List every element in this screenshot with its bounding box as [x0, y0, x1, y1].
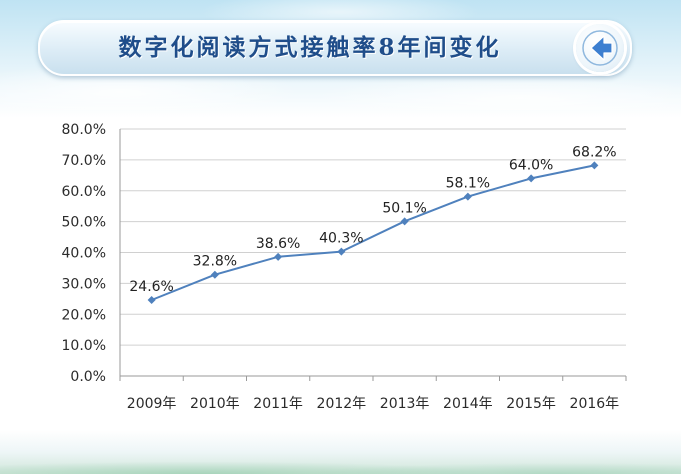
data-label: 24.6% — [129, 279, 173, 295]
y-tick-label: 0.0% — [70, 369, 106, 385]
data-point — [274, 252, 283, 261]
data-point — [400, 217, 409, 226]
back-button[interactable] — [576, 24, 624, 72]
x-tick-label: 2015年 — [506, 396, 556, 412]
y-tick-label: 30.0% — [62, 276, 106, 292]
data-point — [337, 247, 346, 256]
y-tick-label: 70.0% — [62, 153, 106, 169]
data-label: 58.1% — [446, 176, 490, 192]
y-tick-label: 60.0% — [62, 184, 106, 200]
x-tick-label: 2014年 — [443, 396, 493, 412]
data-point — [527, 174, 536, 183]
y-tick-label: 80.0% — [62, 122, 106, 138]
data-label: 50.1% — [382, 200, 426, 216]
x-tick-label: 2013年 — [380, 396, 430, 412]
x-tick-label: 2009年 — [127, 396, 177, 412]
series-line — [151, 164, 595, 301]
title-bar: 数字化阅读方式接触率8年间变化 — [38, 20, 632, 76]
y-tick-label: 10.0% — [62, 338, 106, 354]
x-tick-label: 2016年 — [570, 396, 620, 412]
back-arrow-icon — [582, 30, 618, 66]
y-tick-label: 20.0% — [62, 307, 106, 323]
data-label: 40.3% — [319, 231, 363, 247]
data-point — [463, 192, 472, 201]
y-tick-label: 50.0% — [62, 215, 106, 231]
y-tick-label: 40.0% — [62, 246, 106, 262]
x-tick-label: 2010年 — [190, 396, 240, 412]
data-label: 32.8% — [193, 254, 237, 270]
x-tick-label: 2011年 — [253, 396, 303, 412]
data-label: 38.6% — [256, 236, 300, 252]
data-point — [590, 161, 599, 170]
x-tick-label: 2012年 — [317, 396, 367, 412]
data-label: 68.2% — [572, 144, 616, 160]
bottom-decoration — [0, 440, 681, 474]
data-point — [147, 296, 156, 305]
data-label: 64.0% — [509, 157, 553, 173]
data-point — [210, 270, 219, 279]
page-title: 数字化阅读方式接触率8年间变化 — [118, 34, 502, 61]
